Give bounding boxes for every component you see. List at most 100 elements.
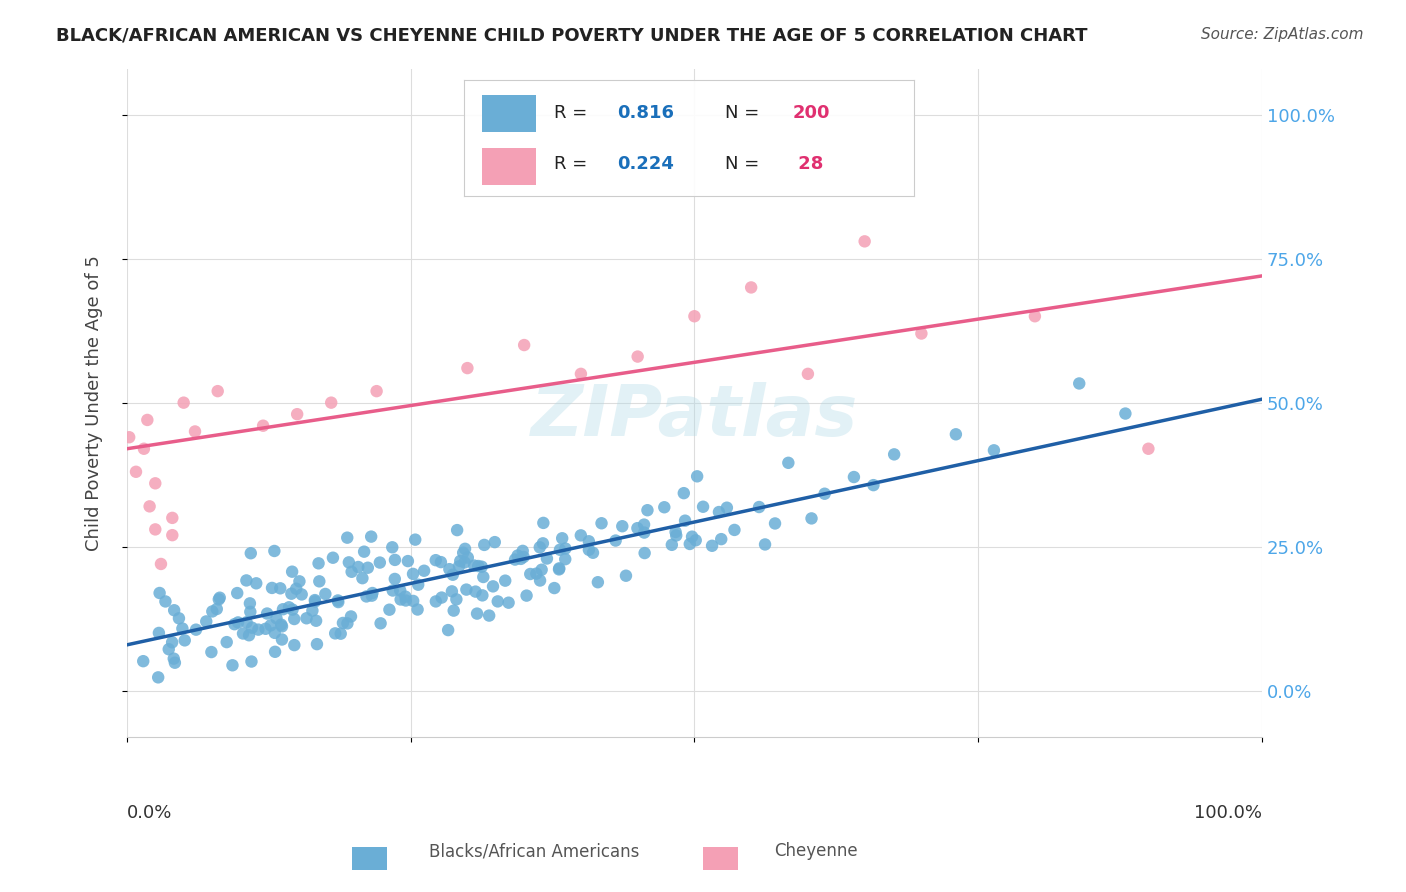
Point: [322, 550, 344, 565]
Y-axis label: Child Poverty Under the Age of 5: Child Poverty Under the Age of 5: [86, 255, 103, 550]
Point: [494, 574, 516, 588]
Text: 200: 200: [793, 103, 830, 121]
Point: [381, 541, 404, 555]
Point: [430, 591, 453, 605]
Point: [395, 593, 418, 607]
Point: [184, 425, 207, 439]
Point: [404, 533, 426, 547]
Point: [356, 590, 378, 604]
Point: [329, 626, 352, 640]
Text: 28: 28: [793, 155, 824, 173]
Point: [353, 544, 375, 558]
Point: [406, 602, 429, 616]
Point: [800, 511, 823, 525]
Point: [778, 456, 800, 470]
Point: [513, 338, 536, 352]
Point: [240, 621, 263, 635]
Point: [402, 566, 425, 581]
Point: [633, 517, 655, 532]
Point: [425, 594, 447, 608]
Point: [439, 562, 461, 576]
Point: [582, 546, 605, 560]
Point: [143, 522, 166, 536]
Point: [308, 574, 330, 589]
Point: [531, 536, 554, 550]
Point: [482, 579, 505, 593]
Point: [285, 407, 308, 421]
Point: [578, 542, 600, 557]
Point: [195, 615, 218, 629]
Point: [627, 350, 650, 364]
Point: [304, 593, 326, 607]
Point: [605, 533, 627, 548]
Text: Blacks/African Americans: Blacks/African Americans: [429, 842, 640, 860]
Point: [245, 576, 267, 591]
Point: [456, 582, 478, 597]
Point: [167, 611, 190, 625]
Point: [254, 622, 277, 636]
Text: ZIPatlas: ZIPatlas: [530, 382, 858, 450]
Point: [406, 577, 429, 591]
Point: [173, 395, 195, 409]
Point: [226, 615, 249, 630]
Point: [1114, 407, 1136, 421]
Point: [283, 612, 305, 626]
Point: [548, 561, 571, 575]
Point: [748, 500, 770, 514]
Point: [269, 582, 291, 596]
Point: [633, 546, 655, 560]
Point: [457, 550, 479, 565]
Point: [443, 604, 465, 618]
Point: [132, 654, 155, 668]
Point: [529, 574, 551, 588]
Point: [138, 500, 160, 514]
Text: R =: R =: [554, 155, 593, 173]
Point: [252, 418, 274, 433]
Point: [340, 609, 363, 624]
Point: [446, 523, 468, 537]
Point: [263, 626, 285, 640]
Point: [626, 521, 648, 535]
Point: [321, 395, 343, 409]
Point: [148, 626, 170, 640]
Point: [118, 430, 141, 444]
Point: [536, 551, 558, 566]
Point: [266, 611, 288, 625]
Text: Cheyenne: Cheyenne: [773, 842, 858, 860]
Point: [148, 670, 170, 684]
Point: [707, 505, 730, 519]
Text: N =: N =: [725, 103, 765, 121]
Point: [842, 470, 865, 484]
FancyBboxPatch shape: [482, 147, 536, 185]
Point: [686, 469, 709, 483]
Point: [402, 594, 425, 608]
Point: [440, 584, 463, 599]
Point: [360, 589, 382, 603]
Point: [162, 511, 184, 525]
Point: [239, 546, 262, 560]
Point: [271, 602, 294, 616]
Point: [162, 528, 184, 542]
Point: [814, 487, 837, 501]
Point: [149, 586, 172, 600]
Point: [314, 587, 336, 601]
Point: [389, 592, 412, 607]
Text: 0.816: 0.816: [617, 103, 673, 121]
Point: [305, 614, 328, 628]
Point: [531, 516, 554, 530]
Point: [328, 595, 350, 609]
Point: [652, 500, 675, 515]
Point: [396, 554, 419, 568]
Point: [512, 544, 534, 558]
Point: [548, 542, 571, 557]
Point: [467, 559, 489, 574]
Point: [281, 602, 304, 616]
Point: [163, 656, 186, 670]
Point: [665, 528, 688, 542]
Point: [157, 642, 180, 657]
Point: [280, 587, 302, 601]
Point: [384, 553, 406, 567]
Point: [260, 581, 283, 595]
Point: [239, 605, 262, 619]
Point: [685, 533, 707, 548]
